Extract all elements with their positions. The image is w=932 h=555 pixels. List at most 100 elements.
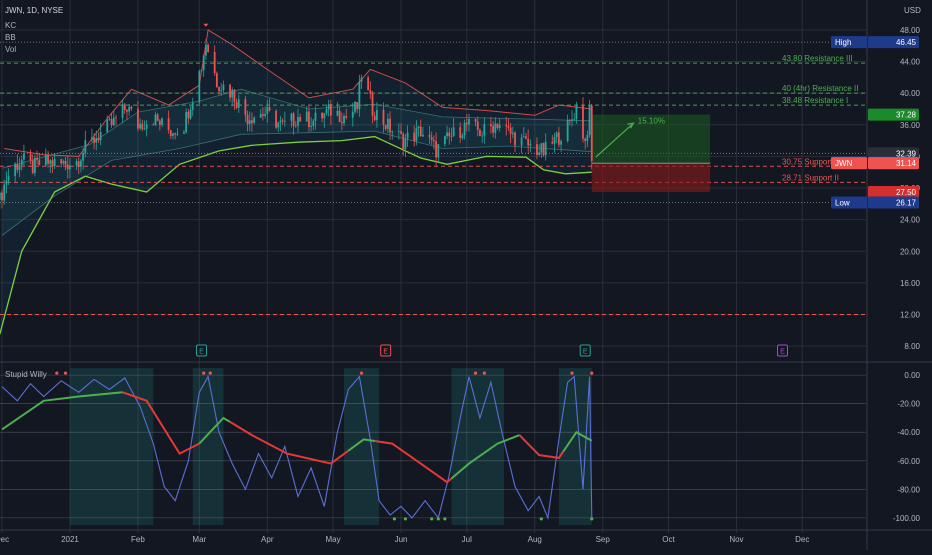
candle-body[interactable] [126, 110, 128, 112]
candle-body[interactable] [231, 89, 234, 98]
candle-body[interactable] [14, 163, 17, 177]
candle-body[interactable] [312, 120, 315, 127]
candle-body[interactable] [474, 119, 477, 122]
candle-body[interactable] [137, 108, 139, 129]
candle-body[interactable] [51, 160, 54, 167]
candle-body[interactable] [220, 90, 223, 92]
candle-body[interactable] [461, 135, 464, 138]
candle-body[interactable] [191, 102, 194, 110]
oscillator-slow-line-down[interactable] [374, 440, 453, 484]
candle-body[interactable] [560, 141, 562, 145]
candle-body[interactable] [520, 137, 523, 146]
candle-body[interactable] [435, 141, 437, 158]
candle-body[interactable] [16, 163, 19, 170]
candle-body[interactable] [66, 164, 69, 170]
candle-body[interactable] [7, 176, 10, 181]
candle-body[interactable] [93, 137, 95, 143]
candle-body[interactable] [204, 44, 207, 56]
candle-body[interactable] [141, 123, 144, 130]
candle-body[interactable] [158, 120, 161, 125]
candle-body[interactable] [244, 99, 247, 115]
candle-body[interactable] [121, 104, 124, 118]
candle-body[interactable] [433, 139, 435, 142]
candle-body[interactable] [69, 165, 71, 170]
candle-body[interactable] [557, 132, 560, 145]
candle-body[interactable] [525, 136, 527, 139]
oscillator-slow-line-up[interactable] [450, 434, 520, 480]
time-tick-label[interactable]: 2021 [61, 535, 79, 544]
candle-body[interactable] [261, 114, 264, 116]
candle-body[interactable] [402, 133, 405, 149]
candle-body[interactable] [130, 106, 133, 109]
candle-body[interactable] [327, 104, 330, 110]
candle-body[interactable] [443, 136, 446, 145]
candle-body[interactable] [479, 130, 481, 136]
candle-body[interactable] [18, 165, 21, 170]
candle-body[interactable] [139, 123, 142, 129]
oscillator-slow-line-down[interactable] [122, 391, 200, 455]
candle-body[interactable] [77, 161, 80, 167]
candle-body[interactable] [336, 110, 339, 116]
time-tick-label[interactable]: Jun [395, 535, 408, 544]
level-label-resistance[interactable]: 40 (4hr) Resistance II [782, 84, 858, 93]
oscillator-slow-line-down[interactable] [229, 421, 349, 465]
candle-body[interactable] [343, 115, 345, 124]
candle-body[interactable] [514, 132, 516, 146]
candle-body[interactable] [389, 118, 391, 133]
candle-body[interactable] [251, 120, 253, 123]
oscillator-slow-line-up[interactable] [562, 430, 593, 453]
candle-body[interactable] [511, 132, 514, 134]
candle-body[interactable] [283, 120, 286, 122]
oscillator-pane[interactable] [0, 368, 866, 525]
candle-body[interactable] [360, 77, 363, 82]
profit-zone[interactable] [591, 114, 711, 164]
earnings-marker[interactable] [196, 344, 208, 357]
candle-body[interactable] [3, 184, 6, 201]
earnings-marker-label[interactable]: E [383, 349, 388, 356]
candle-body[interactable] [404, 138, 407, 149]
oscillator-slow-line-up[interactable] [198, 416, 231, 445]
time-tick-label[interactable]: Nov [729, 535, 743, 544]
candle-body[interactable] [294, 125, 297, 127]
candle-body[interactable] [367, 77, 370, 91]
candle-body[interactable] [371, 93, 374, 116]
candle-body[interactable] [229, 84, 231, 98]
candle-body[interactable] [143, 128, 146, 130]
candle-body[interactable] [386, 118, 389, 129]
oscillator-slow-line-up[interactable] [1, 391, 123, 431]
legend[interactable]: JWN, 1D, NYSE KC BB Vol [5, 6, 63, 54]
oscillator-slow-line-up[interactable] [347, 438, 375, 452]
candle-body[interactable] [198, 71, 201, 103]
candle-body[interactable] [308, 111, 310, 128]
candle-body[interactable] [281, 120, 284, 122]
candle-body[interactable] [553, 137, 556, 144]
oscillator-title[interactable]: Stupid Willy [5, 370, 47, 379]
legend-vol[interactable]: Vol [5, 45, 16, 54]
candle-body[interactable] [590, 105, 593, 161]
candle-body[interactable] [323, 113, 326, 119]
candle-body[interactable] [23, 153, 25, 160]
candle-body[interactable] [213, 51, 216, 74]
candle-body[interactable] [476, 121, 479, 131]
candle-body[interactable] [384, 124, 387, 129]
candle-body[interactable] [222, 84, 225, 91]
candle-body[interactable] [481, 135, 484, 137]
candle-body[interactable] [53, 158, 56, 167]
candle-body[interactable] [207, 44, 209, 52]
candle-body[interactable] [490, 124, 492, 126]
candle-body[interactable] [123, 104, 126, 111]
candle-body[interactable] [0, 192, 1, 200]
candle-body[interactable] [115, 117, 117, 119]
candle-body[interactable] [588, 105, 591, 135]
projection-pct-label[interactable]: 15.10% [638, 117, 665, 126]
candle-body[interactable] [505, 125, 508, 127]
candle-body[interactable] [246, 114, 249, 125]
candle-body[interactable] [167, 118, 170, 130]
candle-body[interactable] [5, 180, 8, 185]
candle-body[interactable] [450, 136, 453, 137]
candle-body[interactable] [551, 141, 554, 144]
candle-body[interactable] [248, 120, 251, 125]
candle-body[interactable] [305, 111, 308, 122]
candle-body[interactable] [354, 102, 356, 112]
